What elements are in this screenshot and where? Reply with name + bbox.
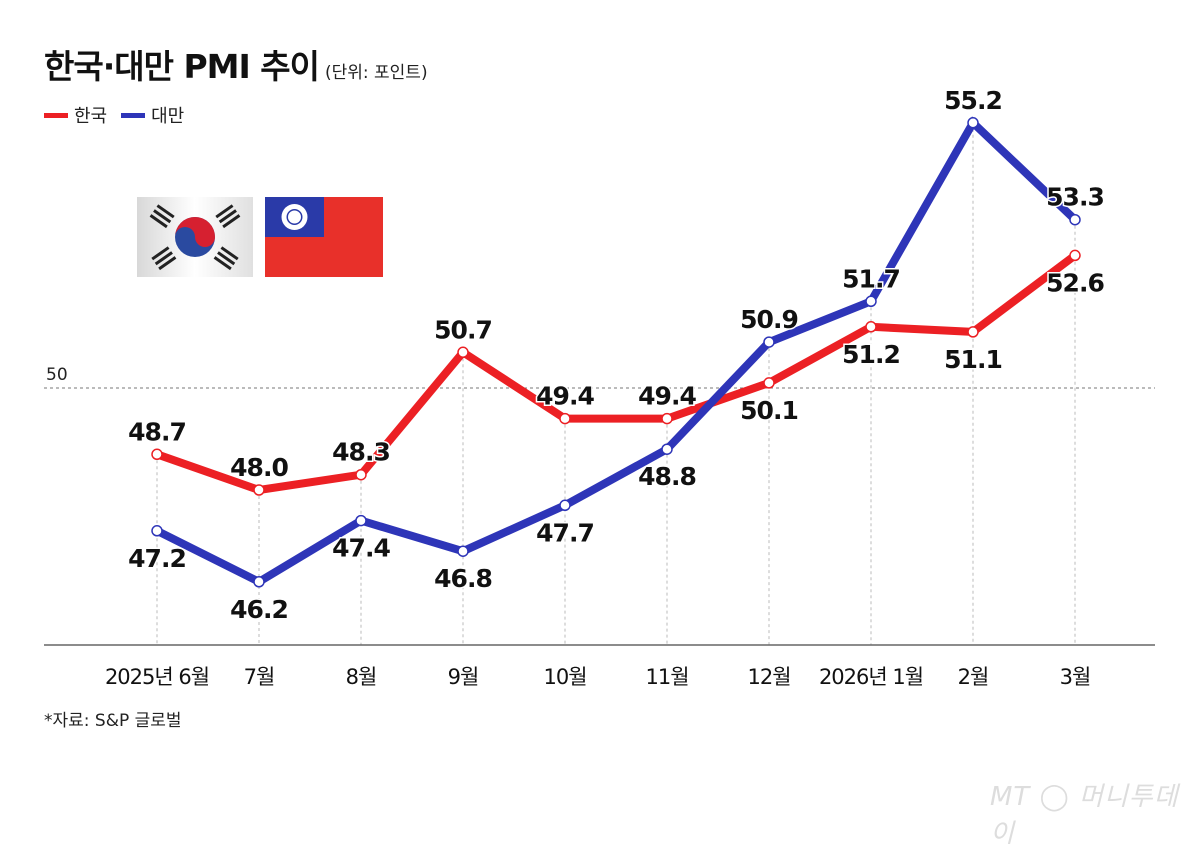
- data-label: 55.2: [944, 86, 1002, 115]
- legend-item-korea: 한국: [44, 102, 107, 128]
- x-tick-label: 2025년 6월: [105, 665, 209, 689]
- data-label: 49.4: [638, 382, 696, 411]
- data-label: 48.3: [332, 438, 390, 467]
- data-label: 48.0: [230, 453, 288, 482]
- legend-label-korea: 한국: [74, 106, 108, 127]
- data-point: [865, 295, 877, 308]
- data-label: 47.4: [332, 534, 390, 563]
- data-label: 46.8: [434, 564, 492, 593]
- data-point: [457, 545, 469, 557]
- data-label: 49.4: [536, 382, 594, 411]
- data-label: 50.9: [740, 305, 798, 334]
- data-point: [661, 443, 673, 455]
- data-point: [967, 117, 979, 129]
- x-tick-label: 2026년 1월: [819, 665, 923, 689]
- x-tick-label: 12월: [747, 665, 790, 689]
- data-label: 47.2: [128, 544, 186, 573]
- legend: 한국 대만: [44, 102, 184, 128]
- watermark-logo: MT ◯ 머니투데이: [990, 782, 1179, 849]
- data-point: [763, 336, 775, 348]
- data-point: [355, 514, 367, 527]
- x-tick-label: 11월: [645, 665, 688, 689]
- data-point: [457, 346, 469, 359]
- data-label: 51.1: [944, 345, 1002, 374]
- legend-item-taiwan: 대만: [121, 102, 184, 128]
- data-point: [355, 468, 367, 481]
- data-point: [253, 576, 265, 588]
- data-label: 48.8: [638, 462, 696, 491]
- source-note: *자료: S&P 글로벌: [44, 711, 182, 731]
- data-label: 50.1: [740, 396, 798, 425]
- data-point: [1069, 249, 1081, 262]
- data-label: 53.3: [1046, 183, 1104, 212]
- x-tick-label: 8월: [346, 665, 377, 689]
- data-point: [151, 448, 163, 461]
- title-text: 한국·대만 PMI 추이: [44, 47, 320, 86]
- series-line-taiwan: [155, 116, 1078, 587]
- data-point: [559, 499, 571, 512]
- data-point: [253, 484, 265, 496]
- chart-title: 한국·대만 PMI 추이 (단위: 포인트): [44, 40, 428, 88]
- data-point: [865, 321, 877, 333]
- series-line-korea: [155, 252, 1078, 495]
- data-label: 51.7: [842, 264, 900, 293]
- data-label: 51.2: [842, 340, 900, 369]
- x-tick-label: 2월: [958, 665, 989, 689]
- x-tick-label: 7월: [244, 665, 275, 689]
- line-chart: 50 2025년 6월 7월 8월 9월 10월 11월 12월 2026년 1월 2월 3월 48.…: [44, 84, 1155, 689]
- data-point: [559, 412, 571, 425]
- data-label: 47.7: [536, 518, 594, 547]
- data-label: 52.6: [1046, 268, 1104, 297]
- reference-label: 50: [46, 365, 68, 385]
- korea-flag-icon: [137, 197, 253, 277]
- x-tick-label: 9월: [448, 665, 479, 689]
- data-label: 48.7: [128, 417, 186, 446]
- x-tick-label: 10월: [543, 665, 586, 689]
- data-point: [763, 377, 775, 389]
- data-point: [661, 412, 673, 425]
- legend-swatch-taiwan: [121, 112, 146, 118]
- data-label: 46.2: [230, 595, 288, 624]
- data-label: 50.7: [434, 315, 492, 344]
- data-point: [967, 326, 979, 338]
- legend-label-taiwan: 대만: [151, 106, 185, 127]
- unit-label: (단위: 포인트): [324, 63, 428, 83]
- x-tick-label: 3월: [1060, 665, 1091, 689]
- taiwan-flag-icon: [265, 197, 383, 277]
- legend-swatch-korea: [44, 112, 68, 118]
- data-point: [1069, 213, 1081, 226]
- data-point: [151, 525, 163, 537]
